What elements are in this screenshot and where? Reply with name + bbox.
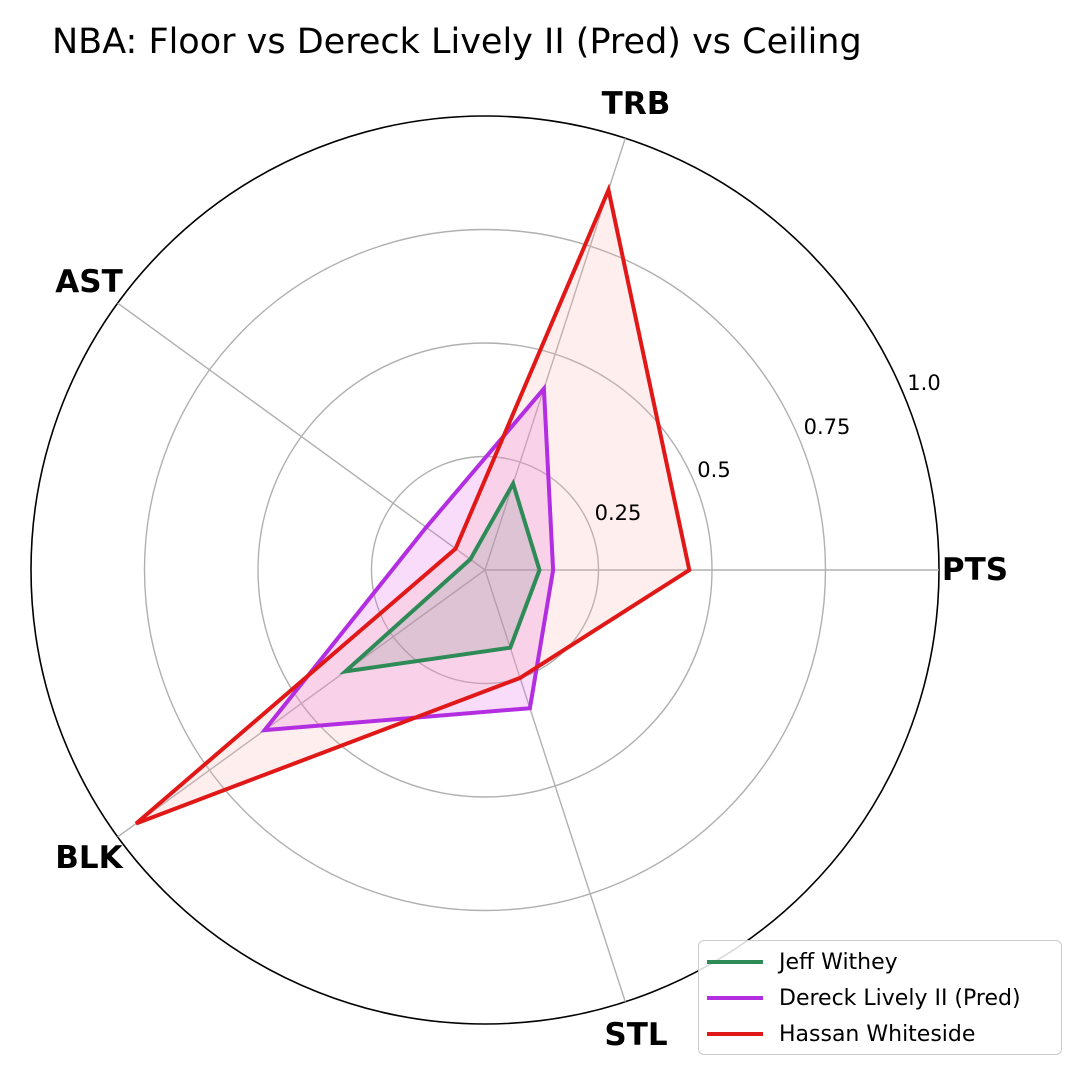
legend-label-0: Jeff Withey bbox=[779, 949, 898, 975]
legend-label-1: Dereck Lively II (Pred) bbox=[779, 985, 1021, 1011]
radial-tick-label-2: 0.75 bbox=[804, 415, 851, 439]
axis-label-pts: PTS bbox=[942, 552, 1008, 588]
axis-label-blk: BLK bbox=[55, 840, 123, 876]
radial-tick-label-3: 1.0 bbox=[907, 371, 940, 395]
series-fill-1 bbox=[264, 388, 554, 731]
legend-item-1: Dereck Lively II (Pred) bbox=[707, 983, 1021, 1013]
series-line-0 bbox=[339, 478, 542, 675]
radial-tick-label-1: 0.5 bbox=[697, 458, 730, 482]
spoke-blk bbox=[117, 569, 486, 838]
chart-title: NBA: Floor vs Dereck Lively II (Pred) vs… bbox=[52, 22, 862, 62]
label-layer: PTS TRB AST BLK STL 0.25 0.5 0.75 1.0 bbox=[55, 86, 1008, 1053]
legend: Jeff Withey Dereck Lively II (Pred) Hass… bbox=[698, 940, 1062, 1055]
legend-swatch-0 bbox=[707, 960, 763, 964]
axis-label-trb: TRB bbox=[602, 86, 671, 122]
spoke-ast bbox=[117, 302, 486, 571]
axis-label-ast: AST bbox=[55, 264, 122, 300]
radial-tick-label-0: 0.25 bbox=[595, 501, 642, 525]
legend-label-2: Hassan Whiteside bbox=[779, 1021, 976, 1047]
series-layer bbox=[134, 183, 692, 826]
spoke-stl bbox=[484, 569, 626, 1002]
legend-item-0: Jeff Withey bbox=[707, 947, 898, 977]
series-line-2 bbox=[134, 183, 692, 826]
legend-swatch-2 bbox=[707, 1032, 763, 1036]
series-line-1 bbox=[260, 383, 556, 733]
axis-label-stl: STL bbox=[604, 1017, 667, 1053]
series-fill-2 bbox=[136, 190, 690, 824]
legend-item-2: Hassan Whiteside bbox=[707, 1019, 975, 1049]
legend-swatch-1 bbox=[707, 996, 763, 1000]
series-fill-0 bbox=[345, 483, 540, 672]
